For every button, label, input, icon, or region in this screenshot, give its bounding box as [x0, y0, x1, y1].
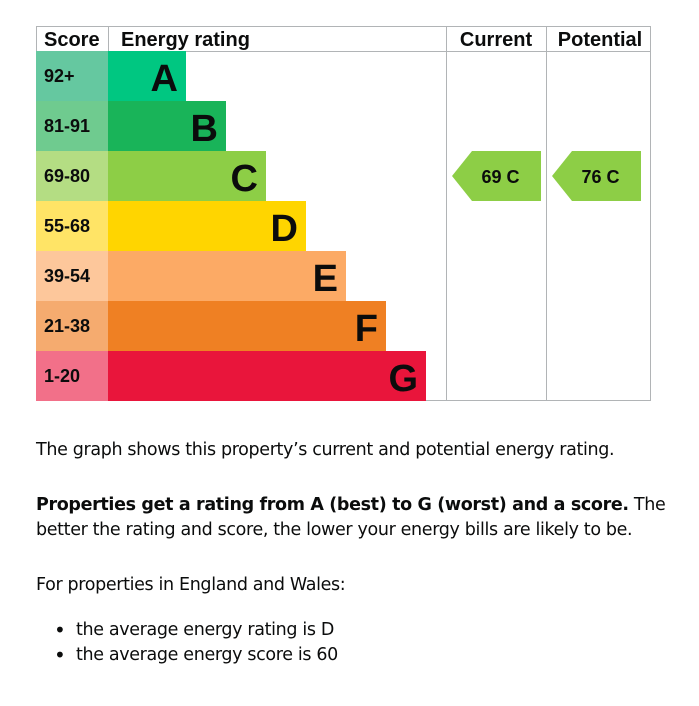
header-current: Current [460, 29, 533, 51]
rating-bar-D [108, 201, 306, 251]
rating-bar-C [108, 151, 266, 201]
rating-bar-E [108, 251, 346, 301]
score-range-G: 1-20 [44, 366, 80, 386]
average-score-item: the average energy score is 60 [36, 643, 338, 668]
score-range-C: 69-80 [44, 166, 90, 186]
score-cell-F [36, 301, 108, 351]
potential-pointer-label: 76 C [581, 167, 619, 187]
score-range-A: 92+ [44, 66, 75, 86]
header-energy-rating: Energy rating [121, 29, 250, 51]
rating-letter-A: A [151, 58, 178, 100]
header-potential: Potential [558, 29, 642, 51]
score-cell-G [36, 351, 108, 401]
rating-explanation: Properties get a rating from A (best) to… [36, 493, 676, 543]
potential-pointer [552, 151, 641, 201]
rating-bar-F [108, 301, 386, 351]
rating-letter-G: G [388, 358, 418, 400]
rating-letter-F: F [355, 308, 378, 350]
rating-letter-C: C [231, 158, 258, 200]
score-range-E: 39-54 [44, 266, 90, 286]
score-range-F: 21-38 [44, 316, 90, 336]
rating-bar-B [108, 101, 226, 151]
score-cell-B [36, 101, 108, 151]
rating-explanation-bold: Properties get a rating from A (best) to… [36, 495, 629, 515]
rating-bar-A [108, 51, 186, 101]
score-cell-D [36, 201, 108, 251]
intro-text: The graph shows this property’s current … [36, 440, 615, 460]
score-range-B: 81-91 [44, 116, 90, 136]
rating-letter-B: B [191, 108, 218, 150]
rating-bar-G [108, 351, 426, 401]
current-pointer [452, 151, 541, 201]
rating-explanation-rest: The better the rating and score, the low… [36, 495, 666, 540]
chart-root: Score Energy rating Current Potential 92+ A 81… [36, 26, 651, 401]
score-cell-E [36, 251, 108, 301]
score-cell-A [36, 51, 108, 101]
score-cell-C [36, 151, 108, 201]
rating-letter-E: E [313, 258, 338, 300]
header-score: Score [44, 29, 100, 51]
average-list: the average energy rating is D the avera… [36, 618, 338, 668]
score-range-D: 55-68 [44, 216, 90, 236]
average-rating-item: the average energy rating is D [36, 618, 338, 643]
rating-letter-D: D [271, 208, 298, 250]
region-text: For properties in England and Wales: [36, 575, 346, 595]
energy-rating-chart: Score Energy rating Current Potential 92+ A 81… [36, 26, 651, 401]
current-pointer-label: 69 C [481, 167, 519, 187]
